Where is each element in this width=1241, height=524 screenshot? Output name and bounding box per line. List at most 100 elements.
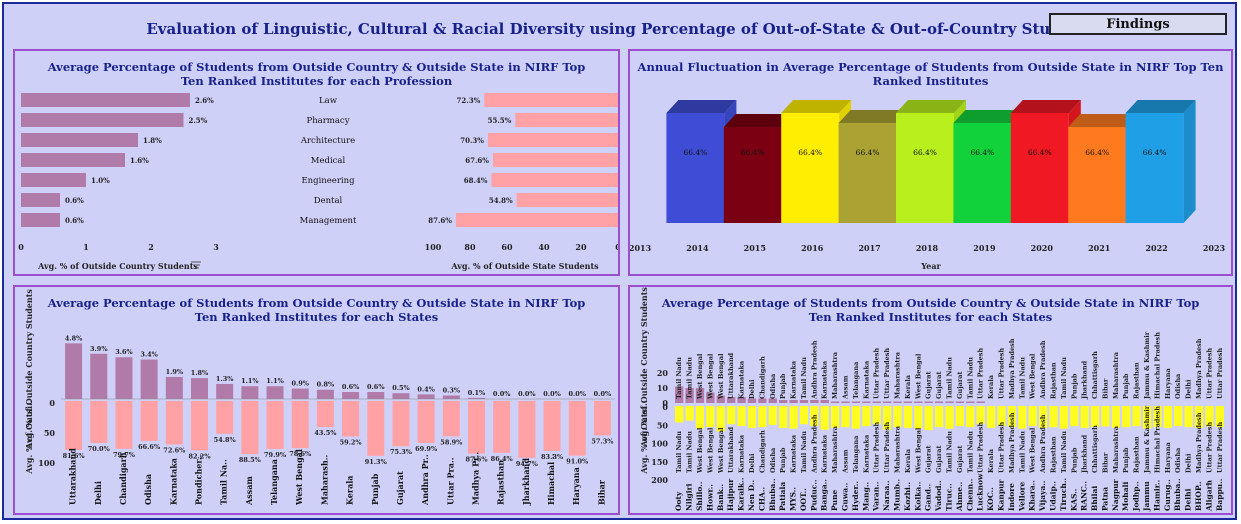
city-state-top-label: Maharashtra <box>831 351 839 399</box>
city-category-label: Bhilai <box>1090 486 1099 511</box>
city-state-bar <box>841 406 850 428</box>
year-tick: 2019 <box>973 243 996 253</box>
state-state-label: 86.4% <box>491 455 514 463</box>
city-state-top-label: Tamil Nadu <box>946 357 954 399</box>
year-tick: 2023 <box>1203 243 1226 253</box>
annual-bar <box>723 127 782 223</box>
city-state-bottom-label: Andhra Pradesh <box>810 414 818 474</box>
city-country-bar <box>862 401 871 403</box>
city-state-bottom-label: Tamil Nadu <box>675 431 683 473</box>
state-country-bar <box>241 386 259 399</box>
city-category-label: Delhi <box>1184 488 1193 511</box>
state-country-label: 0.0% <box>594 390 612 398</box>
cities-state-axis-title: Avg. % of Outsi.. <box>639 400 649 474</box>
profession-label: Law <box>319 96 338 106</box>
state-category-label: Maharash.. <box>319 454 329 505</box>
state-bar <box>484 93 618 107</box>
country-axis-tick: 2 <box>148 242 154 252</box>
state-state-bar <box>593 401 611 436</box>
state-state-label: 57.3% <box>591 437 614 445</box>
annual-data-label: 66.4% <box>856 148 880 157</box>
state-country-bar <box>367 392 385 399</box>
state-category-label: Uttarakhand <box>68 448 78 505</box>
state-country-bar <box>216 383 234 399</box>
states-country-axis-title: Avg. % of Outside Country Students <box>24 289 34 450</box>
country-data-label: 1.8% <box>143 136 162 145</box>
city-state-bar <box>695 406 705 429</box>
city-state-top-label: West Bengal <box>706 353 714 400</box>
city-country-bar <box>903 401 913 403</box>
city-state-bar <box>1049 406 1058 428</box>
city-state-bottom-label: Odisha <box>1174 447 1182 473</box>
state-state-label: 58.9% <box>440 438 463 446</box>
city-country-bar <box>934 401 944 403</box>
findings-button[interactable]: Findings <box>1049 13 1227 35</box>
profession-label: Architecture <box>300 136 355 146</box>
city-category-label: Bappu.. <box>1215 479 1224 511</box>
state-state-label: 70.0% <box>88 445 111 453</box>
city-state-bar <box>997 406 1006 427</box>
city-state-bottom-label: Rajasthan <box>1049 436 1057 473</box>
city-state-top-label: Telangana <box>852 361 860 399</box>
city-state-bottom-label: Tamil Nadu <box>1018 431 1026 473</box>
city-category-label: Nilgiri <box>685 483 694 511</box>
state-country-label: 0.5% <box>392 384 410 392</box>
city-category-label: BHOP.. <box>1194 481 1203 511</box>
city-category-label: Gurug.. <box>1163 479 1172 511</box>
state-state-bar <box>241 401 259 455</box>
country-bar <box>21 153 125 167</box>
state-country-bar <box>468 397 485 399</box>
bar-side-face <box>1183 100 1196 223</box>
city-state-top-label: Karnataka <box>862 360 870 399</box>
year-tick: 2014 <box>686 243 709 253</box>
city-category-label: Ooty <box>674 491 683 511</box>
state-state-bar <box>342 401 360 437</box>
state-state-bar <box>367 401 385 456</box>
country-bar <box>21 193 60 207</box>
state-country-label: 1.1% <box>241 377 259 385</box>
city-state-top-label: Himachal Pradesh <box>1153 332 1161 399</box>
state-state-bar <box>191 401 208 451</box>
city-country-bar <box>966 401 975 403</box>
bar-top-face <box>723 114 794 127</box>
city-category-label: Kanpur <box>996 478 1005 511</box>
state-country-label: 3.6% <box>115 348 133 356</box>
city-state-bottom-label: Kerala <box>904 448 912 473</box>
city-country-bar <box>945 401 954 403</box>
city-state-top-label: Odisha <box>1174 373 1182 399</box>
city-country-bar <box>768 398 777 403</box>
state-category-label: Tamil Na.. <box>219 459 229 505</box>
city-state-top-label: Uttar Pradesh <box>997 348 1005 399</box>
state-category-label: Assam <box>244 476 254 506</box>
state-state-label: 79.9% <box>264 451 287 459</box>
state-country-label: 0.8% <box>317 381 335 389</box>
bar-top-face <box>781 100 852 113</box>
states-chart: 4.8% 81.6%Uttarakhand 3.9% 70.0% Delhi 3.6% 79… <box>24 289 615 506</box>
city-country-tick: 10 <box>657 383 669 393</box>
state-state-bar <box>140 401 158 441</box>
city-category-label: Aligarh <box>1204 479 1213 512</box>
state-data-label: 55.5% <box>488 116 512 125</box>
city-state-top-label: Punjab <box>779 373 787 399</box>
bar-top-face <box>838 110 909 123</box>
state-state-bar <box>316 401 334 428</box>
city-state-bar <box>934 406 944 428</box>
city-state-top-label: Tamil Nadu <box>1018 357 1026 399</box>
annual-bar <box>1068 127 1127 223</box>
city-category-label: Jammu <box>1142 481 1151 512</box>
city-state-top-label: Uttar Pradesh <box>977 348 985 399</box>
country-data-label: 1.0% <box>91 176 110 185</box>
city-state-bottom-label: Delhi <box>1185 453 1193 473</box>
city-state-top-label: Punjab <box>1122 373 1130 399</box>
city-state-bottom-label: Jammu & Kashmir <box>1143 405 1151 474</box>
city-state-top-label: Madhya Pradesh <box>1195 338 1203 399</box>
state-bar <box>492 153 618 167</box>
state-data-label: 67.6% <box>465 156 489 165</box>
city-country-bar <box>799 400 809 403</box>
city-state-bar <box>799 406 809 425</box>
city-state-top-label: Madhya Pradesh <box>1008 338 1016 399</box>
profession-label: Management <box>300 216 357 226</box>
profession-label: Engineering <box>301 176 355 186</box>
city-category-label: Patiala <box>778 482 787 511</box>
state-state-bar <box>392 401 410 447</box>
